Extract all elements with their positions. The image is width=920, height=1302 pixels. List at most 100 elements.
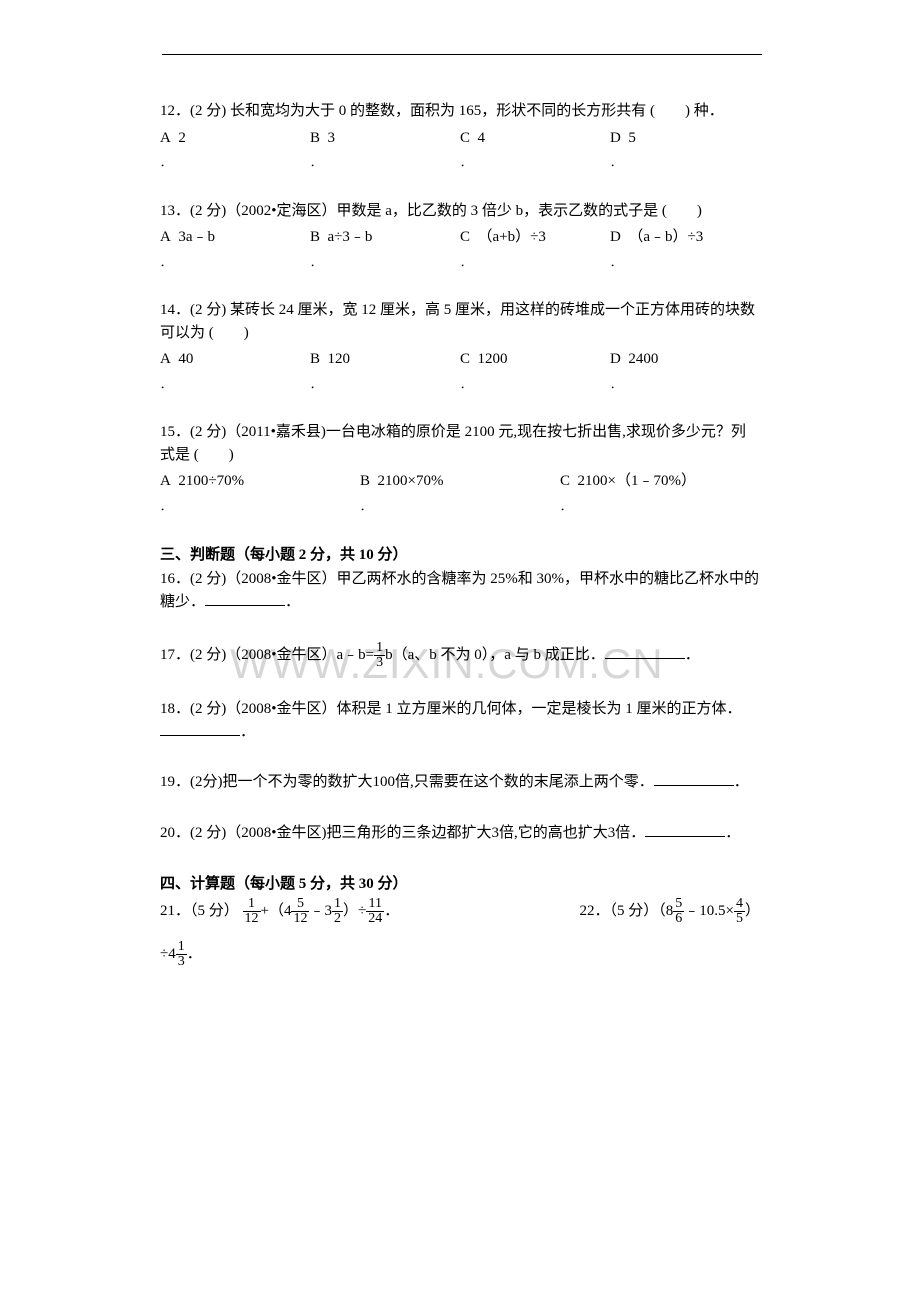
opt-dot: ． [610, 255, 760, 272]
opt-c: C 4 ． [460, 127, 610, 172]
q18-post: ． [240, 724, 255, 740]
opt-dot: ． [610, 155, 760, 172]
frac-num: 1 [176, 940, 187, 955]
opt-letter: A [160, 351, 171, 367]
q21-label: 21．（5 分） [160, 903, 239, 919]
q19-pre: 19．(2分)把一个不为零的数扩大100倍,只需要在这个数的末尾添上两个零． [160, 774, 654, 790]
opt-a: A 2 ． [160, 127, 310, 172]
opt-row: B 120 [310, 348, 460, 371]
opt-b: B 120 ． [310, 348, 460, 393]
q15-text: 15．(2 分)（2011•嘉禾县)一台电冰箱的原价是 2100 元,现在按七折… [160, 421, 760, 466]
opt-letter: B [310, 229, 320, 245]
opt-dot: ． [160, 377, 310, 394]
opt-row: A 2100÷70% [160, 470, 360, 493]
opt-letter: B [310, 130, 320, 146]
section-3-title: 三、判断题（每小题 2 分，共 10 分） [160, 543, 760, 564]
opt-row: D 5 [610, 127, 760, 150]
opt-row: D （a﹣b）÷3 [610, 226, 760, 249]
opt-row: A 2 [160, 127, 310, 150]
opt-letter: B [310, 351, 320, 367]
opt-letter: A [160, 130, 171, 146]
opt-dot: ． [460, 155, 610, 172]
question-13: 13．(2 分)（2002•定海区）甲数是 a，比乙数的 3 倍少 b，表示乙数… [160, 200, 760, 272]
frac-num: 11 [366, 897, 384, 912]
fraction: 13 [176, 940, 187, 969]
frac-den: 3 [374, 656, 385, 670]
question-12: 12．(2 分) 长和宽均为大于 0 的整数，面积为 165，形状不同的长方形共… [160, 100, 760, 172]
opt-a: A 3a﹣b ． [160, 226, 310, 271]
opt-letter: A [160, 229, 171, 245]
opt-letter: D [610, 229, 621, 245]
question-22-part1: 22．（5 分）（856﹣10.5×45） [580, 897, 761, 926]
calc-row: 21．（5 分） 112+（4512﹣312）÷1124． 22．（5 分）（8… [160, 897, 760, 926]
opt-val: 2400 [628, 351, 658, 367]
blank [605, 645, 685, 659]
opt-val: 5 [628, 130, 636, 146]
opt-a: A 40 ． [160, 348, 310, 393]
fraction: 112 [243, 897, 261, 926]
fraction: 512 [291, 897, 309, 926]
fraction: 13 [374, 641, 385, 670]
frac-den: 2 [332, 912, 343, 926]
opt-val: 1200 [478, 351, 508, 367]
opt-letter: C [460, 351, 470, 367]
opt-dot: ． [610, 377, 760, 394]
question-17: 17．(2 分)（2008•金牛区）a﹣b=13b（a、b 不为 0），a 与 … [160, 641, 760, 670]
q12-text: 12．(2 分) 长和宽均为大于 0 的整数，面积为 165，形状不同的长方形共… [160, 100, 760, 123]
fraction: 1124 [366, 897, 384, 926]
opt-dot: ． [160, 155, 310, 172]
frac-den: 12 [243, 912, 261, 926]
opt-letter: C [460, 130, 470, 146]
section-4-title: 四、计算题（每小题 5 分，共 30 分） [160, 872, 760, 893]
opt-letter: A [160, 473, 171, 489]
opt-letter: D [610, 351, 621, 367]
opt-val: 2100×70% [378, 473, 444, 489]
opt-letter: C [560, 473, 570, 489]
blank [160, 722, 240, 736]
opt-row: A 3a﹣b [160, 226, 310, 249]
q17-mid: b（a、b 不为 0），a 与 b 成正比． [385, 647, 605, 663]
question-18: 18．(2 分)（2008•金牛区）体积是 1 立方厘米的几何体，一定是棱长为 … [160, 698, 760, 743]
question-22-part2: ÷413． [160, 940, 760, 969]
opt-dot: ． [360, 499, 560, 516]
fraction: 56 [673, 897, 684, 926]
frac-den: 5 [734, 912, 745, 926]
opt-row: C 2100×（1﹣70%） [560, 470, 760, 493]
q17-pre: 17．(2 分)（2008•金牛区）a﹣b= [160, 647, 374, 663]
question-20: 20．(2 分)（2008•金牛区)把三角形的三条边都扩大3倍,它的高也扩大3倍… [160, 822, 760, 845]
opt-c: C 2100×（1﹣70%） ． [560, 470, 760, 515]
opt-val: 4 [478, 130, 486, 146]
opt-dot: ． [460, 255, 610, 272]
q18-pre: 18．(2 分)（2008•金牛区）体积是 1 立方厘米的几何体，一定是棱长为 … [160, 701, 742, 717]
opt-a: A 2100÷70% ． [160, 470, 360, 515]
opt-row: D 2400 [610, 348, 760, 371]
opt-val: 120 [328, 351, 351, 367]
opt-val: 2100÷70% [178, 473, 244, 489]
opt-val: 2100×（1﹣70%） [578, 473, 696, 489]
opt-val: 40 [178, 351, 193, 367]
q14-options: A 40 ． B 120 ． C 1200 ． D 2400 ． [160, 348, 760, 393]
q13-text: 13．(2 分)（2002•定海区）甲数是 a，比乙数的 3 倍少 b，表示乙数… [160, 200, 760, 223]
opt-val: （a+b）÷3 [478, 229, 546, 245]
opt-d: D 5 ． [610, 127, 760, 172]
opt-row: C （a+b）÷3 [460, 226, 610, 249]
q14-text: 14．(2 分) 某砖长 24 厘米，宽 12 厘米，高 5 厘米，用这样的砖堆… [160, 299, 760, 344]
opt-d: D （a﹣b）÷3 ． [610, 226, 760, 271]
t: ﹣10.5× [684, 903, 734, 919]
t: ÷4 [160, 946, 176, 962]
opt-dot: ． [160, 255, 310, 272]
opt-dot: ． [310, 155, 460, 172]
opt-letter: C [460, 229, 470, 245]
opt-val: a÷3﹣b [328, 229, 373, 245]
opt-dot: ． [560, 499, 760, 516]
q20-pre: 20．(2 分)（2008•金牛区)把三角形的三条边都扩大3倍,它的高也扩大3倍… [160, 825, 645, 841]
opt-row: B 3 [310, 127, 460, 150]
q16-post: ． [285, 594, 300, 610]
t: ﹣3 [309, 903, 332, 919]
opt-b: B 2100×70% ． [360, 470, 560, 515]
page-content: 12．(2 分) 长和宽均为大于 0 的整数，面积为 165，形状不同的长方形共… [160, 100, 760, 969]
opt-d: D 2400 ． [610, 348, 760, 393]
opt-row: C 4 [460, 127, 610, 150]
q13-options: A 3a﹣b ． B a÷3﹣b ． C （a+b）÷3 ． D （a﹣b）÷3… [160, 226, 760, 271]
opt-val: 2 [178, 130, 186, 146]
